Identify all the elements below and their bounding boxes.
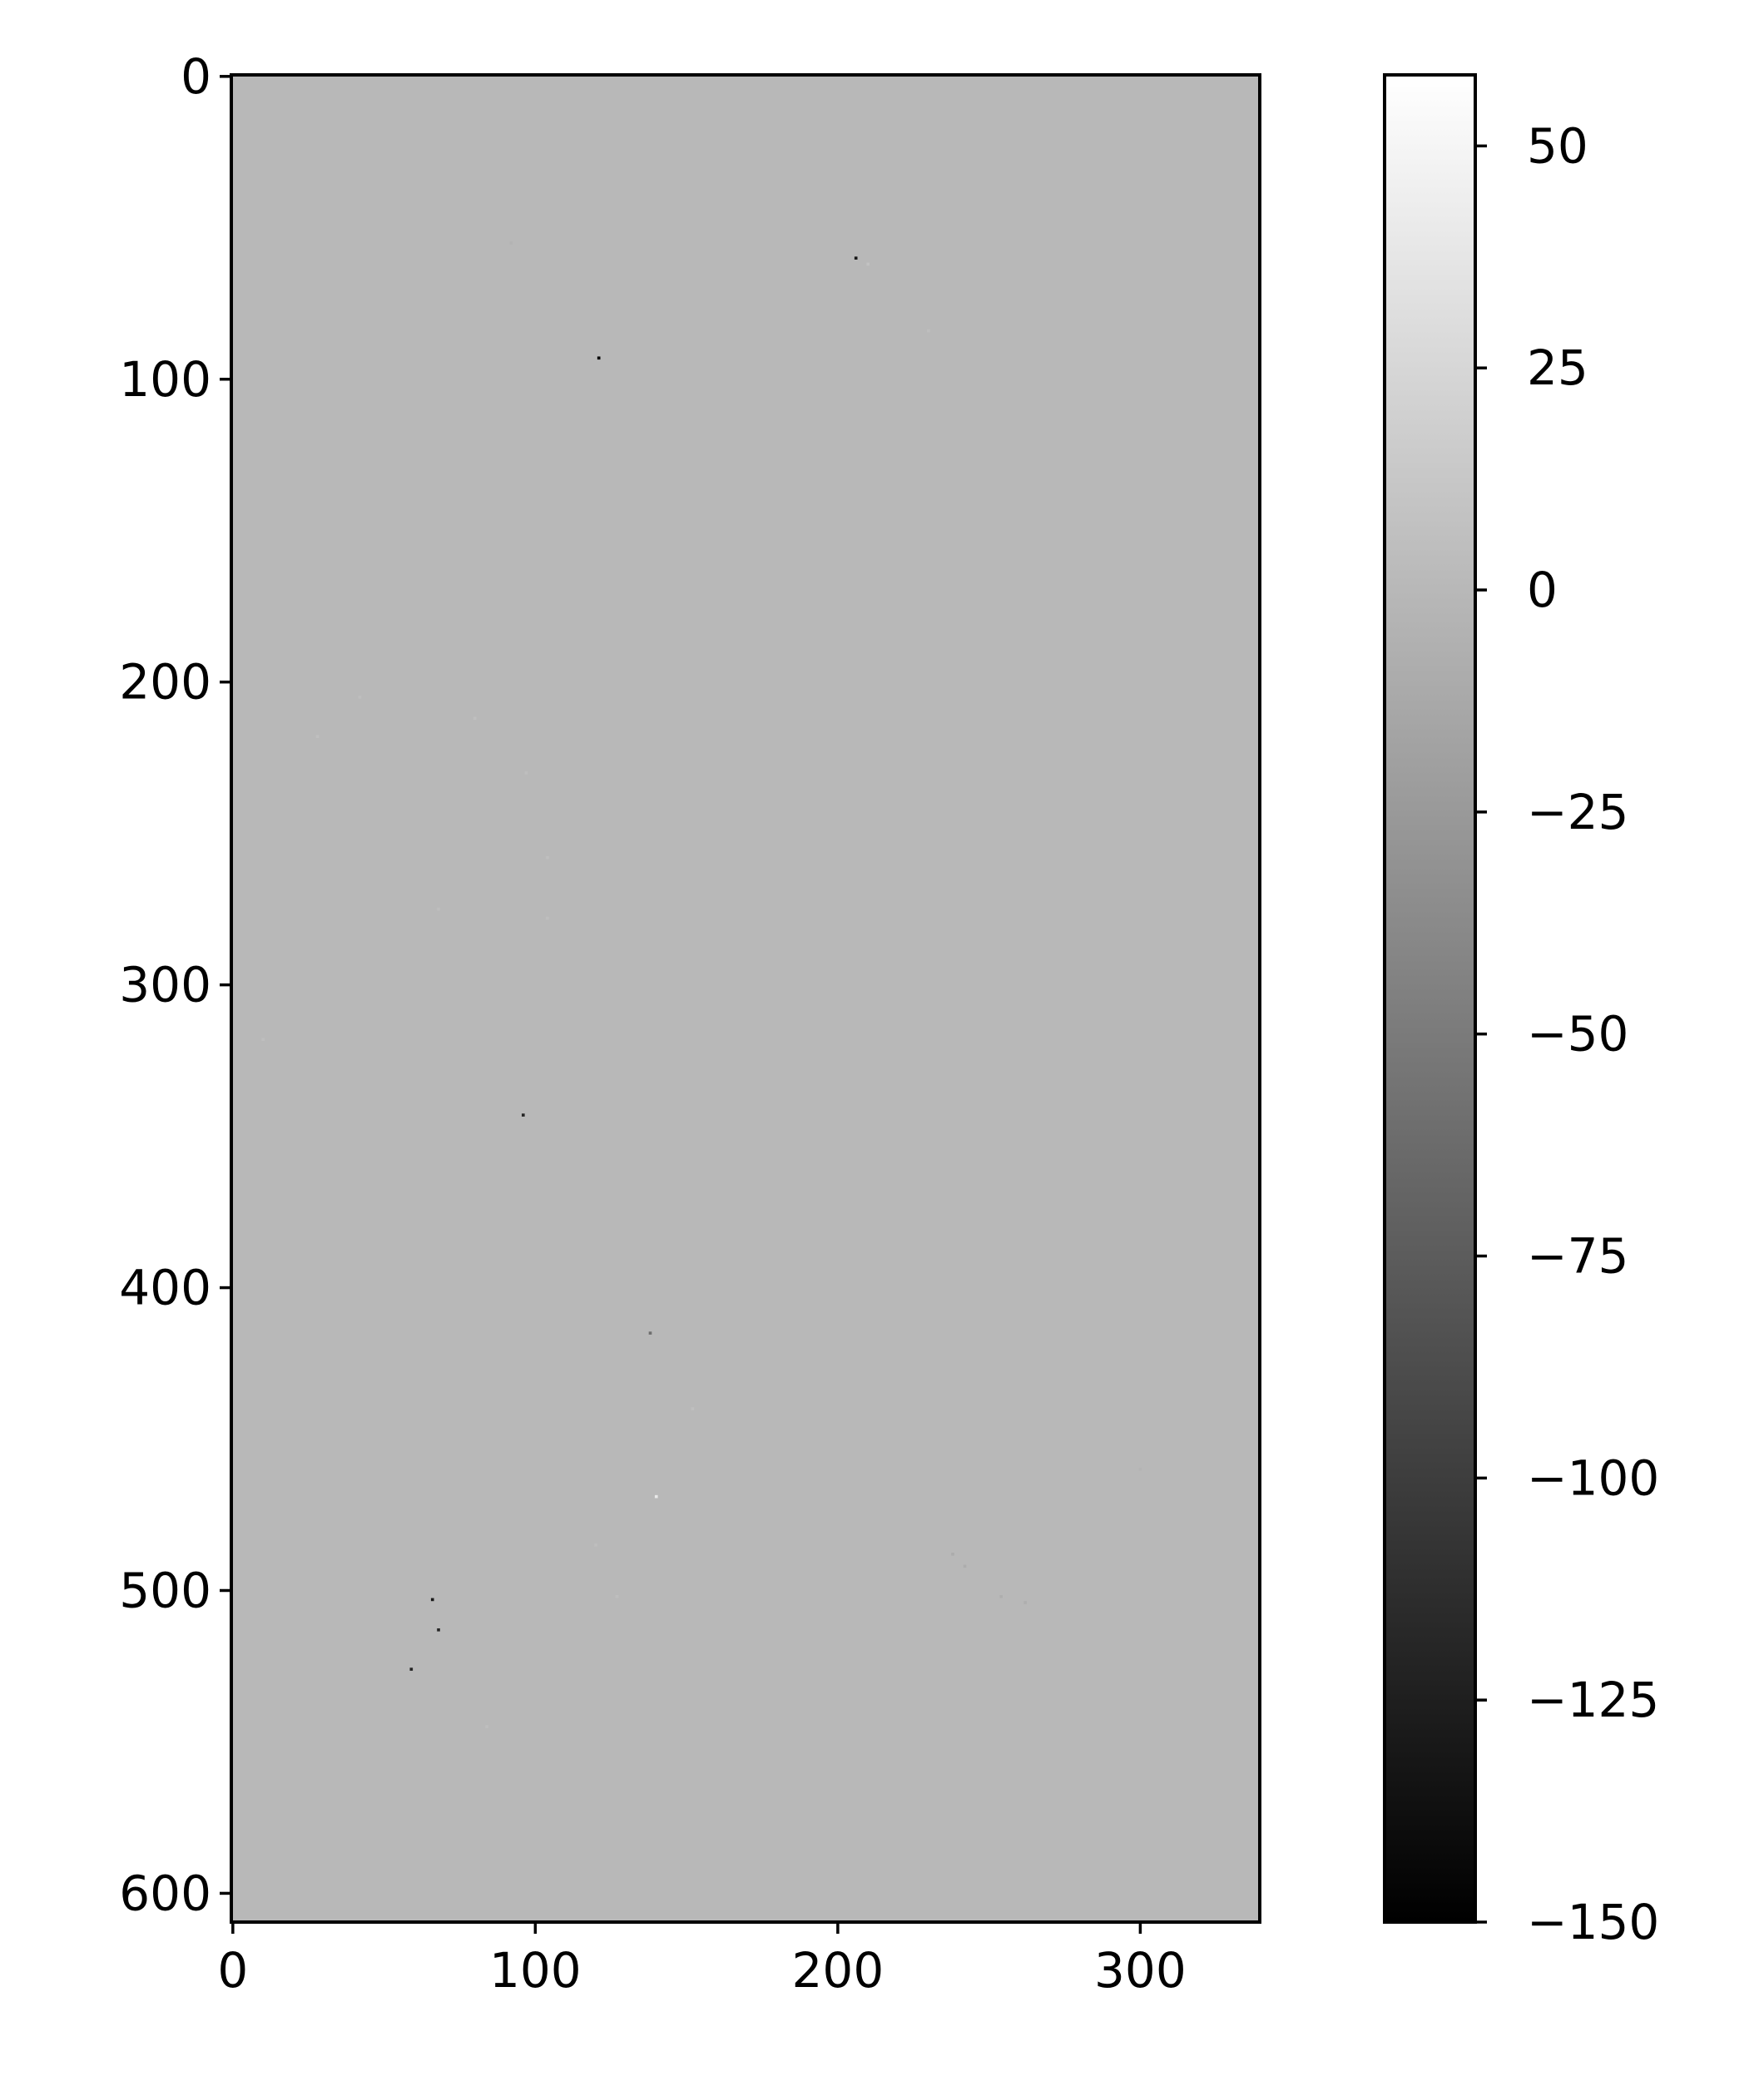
heatmap-pixel	[430, 1598, 434, 1602]
heatmap-pixel	[648, 1331, 652, 1335]
colorbar-tick-label: 25	[1527, 339, 1588, 396]
y-tick-label: 400	[119, 1260, 211, 1316]
heatmap-image	[231, 75, 1260, 1922]
colorbar-ticks: 50 25 0 −25 −50 −75 −100 −125 −150	[1475, 117, 1659, 1950]
y-tick-label: 0	[181, 48, 211, 105]
x-axis: 0 100 200 300	[217, 1922, 1187, 1999]
heatmap-pixel	[485, 1725, 488, 1729]
colorbar-tick-label: −150	[1527, 1894, 1659, 1950]
colorbar-tick-label: −25	[1527, 784, 1628, 840]
plot-frame	[230, 73, 1261, 1924]
x-tick-label: 100	[489, 1942, 582, 1999]
x-tick-label: 200	[792, 1942, 884, 1999]
heatmap-pixel	[437, 1628, 440, 1632]
heatmap-pixel	[854, 256, 858, 260]
colorbar-tick-label: 50	[1527, 117, 1588, 174]
heatmap-pixel	[546, 916, 549, 920]
colorbar-tick-label: −75	[1527, 1228, 1628, 1285]
y-tick-label: 300	[119, 957, 211, 1013]
colorbar-tick-label: −50	[1527, 1006, 1628, 1063]
heatmap-pixel	[963, 1564, 967, 1568]
heatmap-pixel	[597, 356, 601, 360]
heatmap-pixel	[473, 716, 477, 721]
colorbar-tick-label: 0	[1527, 562, 1558, 618]
heatmap-pixel	[509, 241, 513, 245]
heatmap-pixel	[358, 696, 362, 699]
heatmap-pixel	[999, 1594, 1003, 1598]
heatmap-pixel	[866, 262, 870, 266]
x-tick-label: 0	[217, 1942, 248, 1999]
heatmap-pixel	[615, 1594, 619, 1598]
colorbar-gradient	[1385, 75, 1475, 1922]
heatmap-pixel	[927, 329, 930, 333]
heatmap-pixel	[409, 1667, 414, 1671]
y-tick-label: 100	[119, 351, 211, 408]
heatmap-pixel	[521, 1113, 525, 1117]
heatmap-pixel	[437, 907, 440, 911]
heatmap-pixel	[261, 1038, 265, 1041]
heatmap-pixel	[1023, 1601, 1028, 1604]
y-tick-label: 600	[119, 1865, 211, 1921]
heatmap-pixel	[691, 1407, 695, 1410]
heatmap-pixel	[546, 855, 549, 860]
heatmap-pixel	[654, 1494, 658, 1499]
heatmap-pixel	[1138, 1468, 1142, 1471]
y-axis: 0 100 200 300 400 500 600	[119, 48, 231, 1921]
heatmap-plot: 0 100 200 300 0 100 200 300 400 500 600	[119, 48, 1261, 1999]
heatmap-anomalies	[261, 241, 1142, 1729]
x-tick-label: 300	[1094, 1942, 1187, 1999]
colorbar: 50 25 0 −25 −50 −75 −100 −125 −150	[1383, 73, 1659, 1950]
colorbar-tick-label: −100	[1527, 1449, 1659, 1506]
heatmap-pixel	[594, 1543, 597, 1547]
colorbar-frame	[1383, 73, 1477, 1924]
heatmap-pixel	[315, 735, 320, 739]
colorbar-tick-label: −125	[1527, 1672, 1659, 1728]
y-tick-label: 500	[119, 1562, 211, 1618]
heatmap-pixel	[524, 771, 528, 775]
y-tick-label: 200	[119, 654, 211, 711]
heatmap-pixel	[951, 1553, 954, 1556]
